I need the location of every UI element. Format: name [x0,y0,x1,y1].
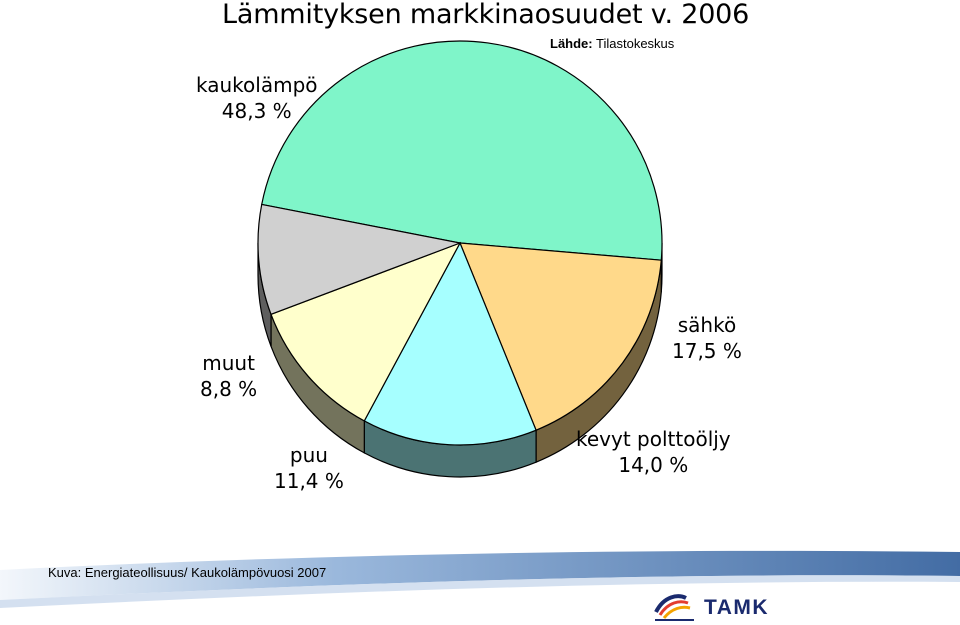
label-kevyt-polttooljy: kevyt polttoöljy 14,0 % [576,426,731,478]
pie-side-walls [257,242,663,478]
slice-name: kaukolämpö [196,73,318,97]
slice-kaukolampo [261,40,663,261]
pie-chart [257,40,663,478]
slice-puu [270,241,462,422]
figure-caption: Kuva: Energiateollisuus/ Kaukolämpövuosi… [48,565,327,580]
slice-name: sähkö [677,313,737,337]
tamk-logo-icon [654,594,694,621]
slice-kevyt-polttooljy [363,241,537,446]
slice-muut [257,203,463,316]
slice-name: kevyt polttoöljy [576,427,731,451]
source-label: Lähde: [550,36,593,51]
footer-band [0,550,960,608]
slice-sahko [459,242,662,431]
source-note: Lähde: Tilastokeskus [550,36,674,51]
slice-value: 17,5 % [672,339,742,363]
slice-name: puu [289,443,328,467]
label-sahko: sähkö 17,5 % [672,312,742,364]
slice-name: muut [202,351,255,375]
slice-value: 48,3 % [221,99,292,123]
label-puu: puu 11,4 % [274,442,344,494]
label-kaukolampo: kaukolämpö 48,3 % [196,72,318,124]
label-muut: muut 8,8 % [200,350,257,402]
slice-value: 8,8 % [200,377,258,401]
chart-title: Lämmityksen markkinaosuudet v. 2006 [222,0,750,30]
source-value: Tilastokeskus [596,36,675,51]
slice-value: 14,0 % [618,453,689,477]
tamk-logo-text: TAMK [704,596,770,619]
slice-value: 11,4 % [274,469,344,493]
